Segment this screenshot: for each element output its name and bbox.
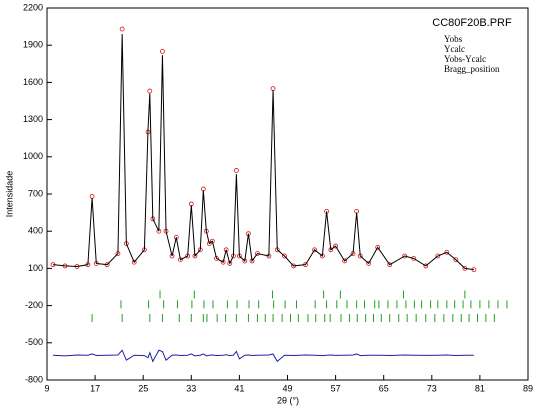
y-tick-label: 1000 bbox=[23, 151, 43, 161]
obs-point bbox=[444, 249, 450, 255]
x-tick-label: 73 bbox=[427, 383, 437, 393]
x-tick-label: 57 bbox=[331, 383, 341, 393]
obs-point bbox=[402, 253, 408, 259]
y-tick-label: 1900 bbox=[23, 40, 43, 50]
x-tick-label: 65 bbox=[379, 383, 389, 393]
obs-point bbox=[453, 257, 459, 263]
obs-point bbox=[423, 263, 429, 269]
obs-point bbox=[366, 261, 372, 266]
y-tick-label: 100 bbox=[28, 263, 43, 273]
obs-point bbox=[411, 256, 417, 261]
y-tick-label: 700 bbox=[28, 188, 43, 198]
obs-point bbox=[312, 247, 317, 253]
obs-point bbox=[131, 259, 137, 265]
y-tick-label: 1600 bbox=[23, 77, 43, 87]
y-axis-label: Intensidade bbox=[4, 171, 14, 218]
obs-point bbox=[227, 261, 233, 266]
x-tick-label: 9 bbox=[44, 383, 49, 393]
obs-point bbox=[387, 262, 393, 268]
x-tick-label: 17 bbox=[90, 383, 100, 393]
series-line bbox=[52, 349, 474, 363]
x-tick-label: 81 bbox=[475, 383, 485, 393]
y-tick-label: 2200 bbox=[23, 2, 43, 12]
y-tick-label: -800 bbox=[25, 374, 43, 384]
y-tick-label: -500 bbox=[25, 337, 43, 347]
legend-entry: Yobs-Ycalc bbox=[444, 54, 486, 64]
y-tick-label: 400 bbox=[28, 226, 43, 236]
x-tick-label: 25 bbox=[138, 383, 148, 393]
obs-point bbox=[333, 243, 339, 249]
obs-point bbox=[160, 49, 165, 54]
y-tick-label: 1300 bbox=[23, 114, 43, 124]
x-tick-label: 49 bbox=[282, 383, 292, 393]
obs-point bbox=[147, 88, 153, 94]
obs-point bbox=[375, 244, 381, 250]
x-tick-label: 33 bbox=[186, 383, 196, 393]
legend-entry: Yobs bbox=[444, 34, 463, 44]
chart-title: CC80F20B.PRF bbox=[432, 17, 512, 29]
legend-entry: Ycalc bbox=[444, 44, 465, 54]
y-tick-label: -200 bbox=[25, 300, 43, 310]
series-line bbox=[52, 34, 474, 271]
obs-point bbox=[233, 168, 239, 173]
obs-point bbox=[119, 26, 125, 32]
x-tick-label: 41 bbox=[234, 383, 244, 393]
obs-point bbox=[435, 253, 441, 259]
x-axis-label: 2θ (°) bbox=[277, 395, 299, 405]
obs-point bbox=[342, 258, 348, 264]
x-tick-label: 89 bbox=[523, 383, 533, 393]
obs-point bbox=[282, 253, 287, 259]
legend-entry: Bragg_position bbox=[444, 64, 500, 74]
